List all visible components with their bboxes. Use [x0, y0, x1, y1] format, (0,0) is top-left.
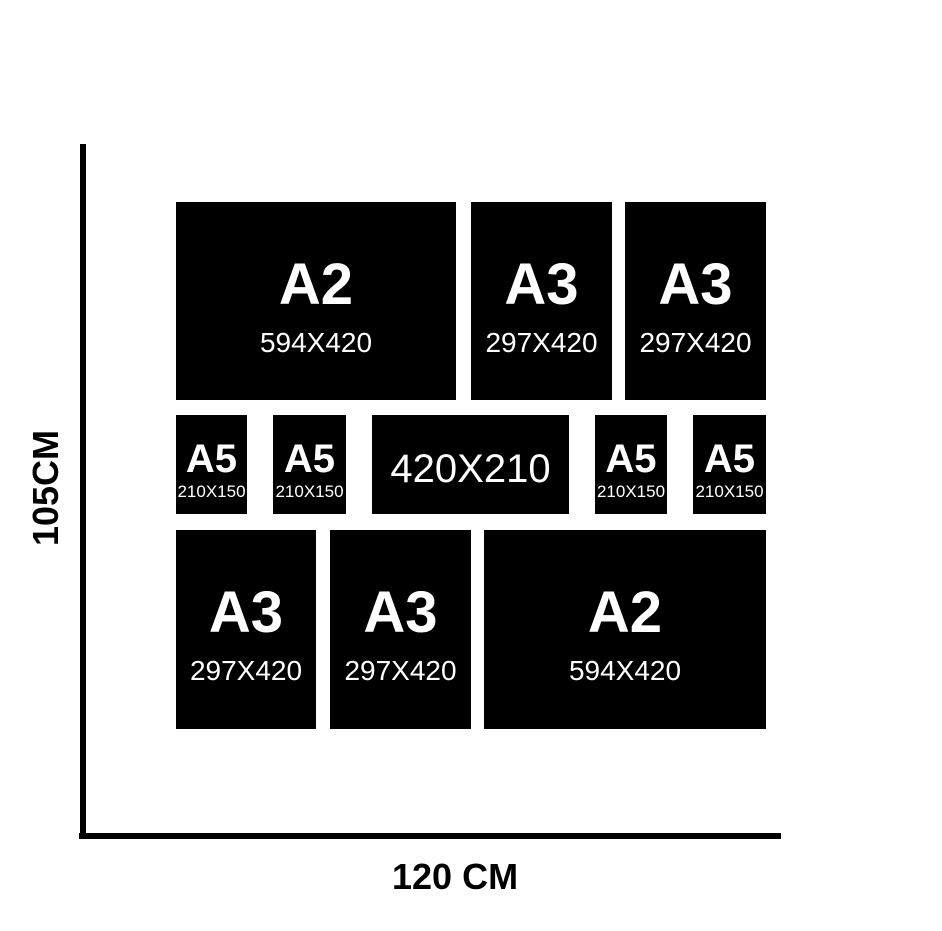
paper-dimensions-label: 297X420: [639, 326, 752, 358]
paper-box-a5-2: A5 210X150: [273, 415, 346, 514]
paper-dimensions-label: 297X420: [485, 326, 598, 358]
x-axis-line: [79, 833, 781, 839]
paper-dimensions-label: 594X420: [259, 326, 373, 358]
paper-dimensions-label: 297X420: [189, 655, 303, 686]
paper-box-a3-bottom-left: A3 297X420: [176, 530, 316, 729]
paper-box-a3-top-middle: A3 297X420: [471, 202, 612, 400]
paper-size-label: A5: [185, 437, 238, 481]
paper-dimensions-label: 297X420: [344, 655, 457, 686]
paper-size-label: A3: [504, 251, 579, 317]
y-axis-line: [80, 144, 86, 839]
paper-box-a2-bottom: A2 594X420: [484, 530, 766, 729]
paper-size-label: A3: [208, 580, 284, 645]
paper-box-a2-top: A2 594X420: [176, 202, 456, 400]
paper-size-label: A2: [278, 251, 354, 317]
paper-box-a5-3: A5 210X150: [595, 415, 667, 514]
x-axis-label: 120 CM: [392, 856, 519, 897]
paper-size-label: A2: [587, 580, 663, 645]
paper-dimensions-label: 210X150: [275, 482, 344, 501]
paper-box-a5-1: A5 210X150: [176, 415, 247, 514]
paper-box-420x210: 420X210: [372, 415, 569, 514]
y-axis-label: 105CM: [25, 429, 66, 547]
paper-size-label: A5: [703, 437, 756, 481]
paper-dimensions-label: 210X150: [695, 482, 764, 501]
paper-dimensions-label: 594X420: [568, 655, 682, 686]
paper-size-label: A3: [363, 580, 438, 645]
paper-box-a3-top-right: A3 297X420: [625, 202, 766, 400]
paper-box-a5-4: A5 210X150: [693, 415, 766, 514]
paper-size-label: A5: [283, 437, 336, 481]
paper-dimensions-label: 420X210: [390, 446, 551, 491]
paper-box-a3-bottom-middle: A3 297X420: [330, 530, 471, 729]
paper-size-label: A5: [605, 437, 657, 481]
paper-size-label: A3: [658, 251, 733, 317]
paper-dimensions-label: 210X150: [177, 482, 246, 501]
paper-dimensions-label: 210X150: [596, 482, 666, 501]
